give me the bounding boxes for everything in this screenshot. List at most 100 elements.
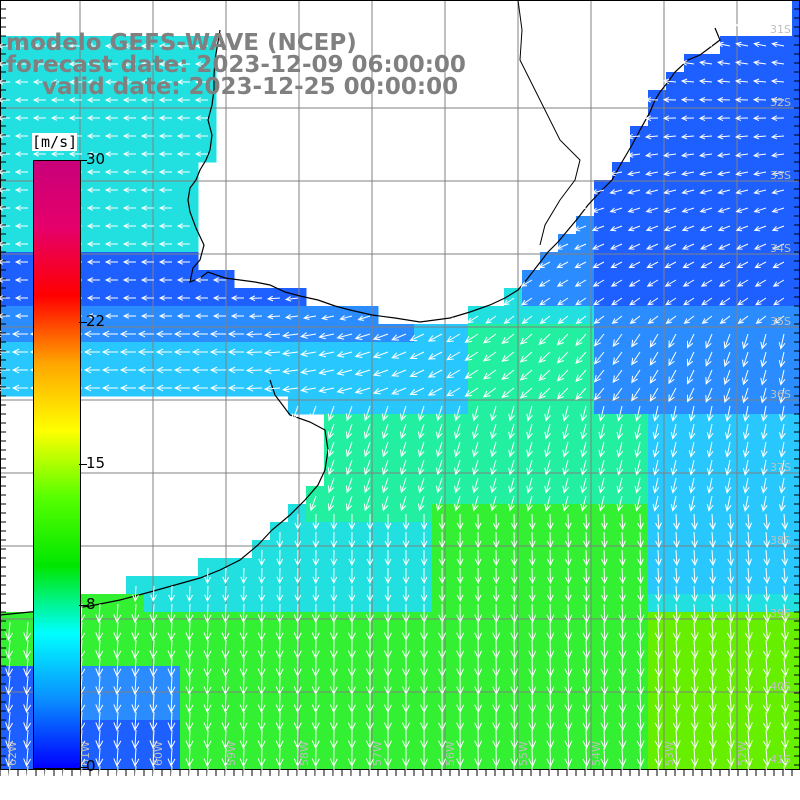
wind-arrow	[705, 369, 713, 385]
wind-arrow	[14, 169, 28, 175]
wind-cell	[342, 468, 361, 487]
wind-arrow	[716, 115, 731, 121]
wind-cell	[540, 738, 559, 757]
wind-cell	[18, 108, 37, 127]
wind-arrow	[593, 369, 605, 383]
wind-cell	[18, 306, 37, 325]
wind-cell	[702, 108, 721, 127]
wind-cell	[522, 360, 541, 379]
wind-arrow	[418, 477, 425, 494]
wind-arrow	[637, 585, 644, 603]
wind-cell	[558, 252, 577, 271]
wind-cell	[414, 450, 433, 469]
wind-arrow	[706, 405, 714, 422]
wind-cell	[450, 540, 469, 559]
wind-cell	[18, 72, 37, 91]
wind-cell	[126, 144, 145, 163]
wind-arrow	[363, 459, 371, 476]
wind-arrow	[680, 78, 695, 85]
colorbar-tick	[79, 321, 87, 323]
wind-arrow	[708, 711, 717, 732]
wind-arrow	[681, 189, 695, 195]
wind-arrow	[354, 387, 371, 394]
wind-arrow	[546, 693, 555, 714]
wind-arrow	[86, 259, 100, 265]
wind-cell	[0, 180, 19, 199]
wind-arrow	[239, 765, 248, 786]
wind-arrow	[652, 441, 660, 458]
wind-cell	[720, 216, 739, 235]
wind-arrow	[248, 295, 263, 302]
wind-arrow	[427, 333, 443, 342]
wind-arrow	[420, 549, 428, 567]
wind-arrow	[348, 585, 356, 603]
wind-arrow	[194, 97, 208, 103]
wind-arrow	[363, 423, 371, 440]
wind-cell	[108, 54, 127, 73]
colorbar-unit: [m/s]	[32, 133, 78, 151]
wind-arrow	[454, 495, 461, 512]
wind-arrow	[760, 477, 768, 494]
wind-cell	[486, 648, 505, 667]
wind-cell	[396, 594, 415, 613]
wind-arrow	[706, 423, 714, 440]
wind-arrow	[737, 297, 749, 306]
wind-cell	[648, 180, 667, 199]
wind-arrow	[744, 675, 753, 696]
wind-arrow	[718, 279, 731, 287]
wind-cell	[720, 666, 739, 685]
wind-arrow	[194, 79, 208, 85]
wind-cell	[252, 540, 271, 559]
wind-arrow	[734, 133, 749, 140]
wind-arrow	[221, 711, 230, 732]
wind-arrow	[634, 423, 642, 440]
wind-cell	[414, 396, 433, 415]
wind-cell	[468, 396, 487, 415]
wind-cell	[396, 342, 415, 361]
wind-cell	[288, 306, 307, 325]
wind-cell	[360, 576, 379, 595]
wind-arrow	[649, 369, 659, 384]
wind-cell	[774, 594, 793, 613]
wind-cell	[612, 288, 631, 307]
wind-arrow	[754, 279, 767, 287]
wind-arrow	[23, 657, 32, 678]
wind-arrow	[113, 711, 122, 732]
wind-arrow	[634, 495, 642, 512]
wind-arrow	[155, 366, 172, 374]
wind-cell	[594, 360, 613, 379]
wind-cell	[486, 720, 505, 739]
wind-arrow	[699, 189, 713, 195]
wind-arrow	[357, 315, 371, 321]
wind-cell	[18, 54, 37, 73]
wind-cell	[630, 126, 649, 145]
wind-cell	[738, 36, 757, 55]
wind-arrow	[150, 585, 157, 603]
wind-cell	[576, 486, 595, 505]
wind-arrow	[131, 675, 140, 696]
wind-arrow	[771, 207, 785, 213]
wind-cell	[648, 522, 667, 541]
wind-cell	[702, 432, 721, 451]
wind-cell	[342, 450, 361, 469]
wind-arrow	[708, 657, 717, 678]
wind-cell	[0, 54, 19, 73]
wind-arrow	[137, 384, 154, 392]
wind-cell	[666, 162, 685, 181]
wind-cell	[594, 414, 613, 433]
wind-arrow	[575, 297, 587, 306]
wind-cell	[756, 72, 775, 91]
wind-cell	[684, 720, 703, 739]
wind-cell	[558, 360, 577, 379]
wind-arrow	[673, 513, 680, 531]
wind-cell	[234, 378, 253, 397]
wind-cell	[0, 234, 19, 253]
wind-arrow	[492, 513, 500, 531]
wind-arrow	[582, 765, 591, 786]
wind-arrow	[204, 585, 212, 603]
wind-cell	[774, 522, 793, 541]
wind-arrow	[598, 477, 606, 494]
wind-arrow	[402, 513, 410, 531]
wind-cell	[738, 108, 757, 127]
wind-arrow	[257, 693, 266, 714]
